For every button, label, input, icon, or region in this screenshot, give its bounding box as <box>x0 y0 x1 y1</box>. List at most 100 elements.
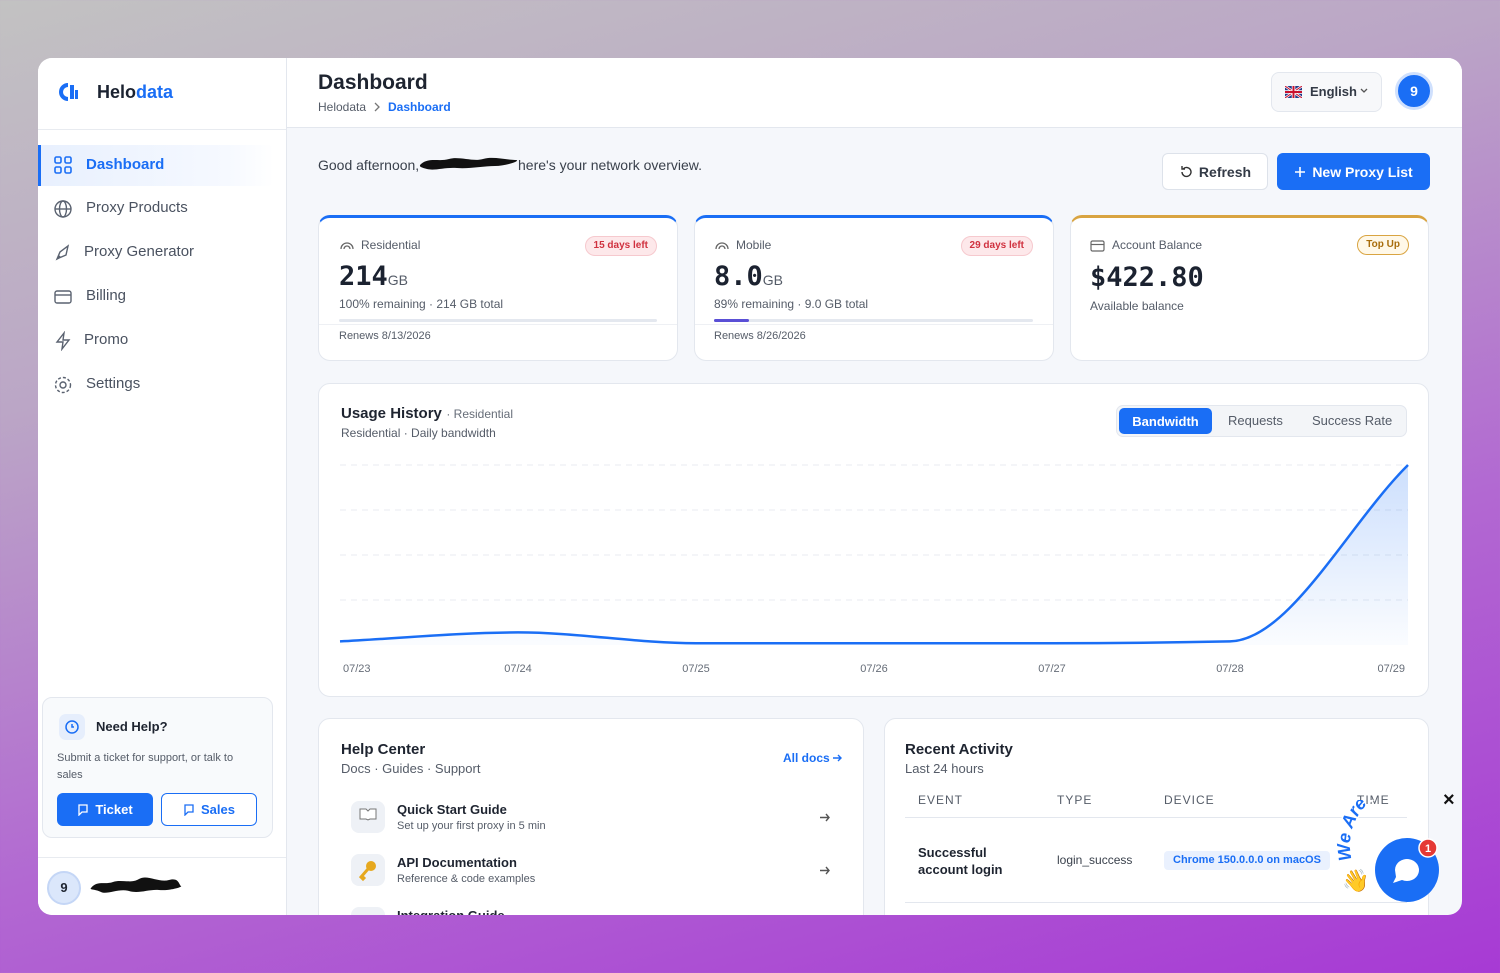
brand: Helodata <box>97 82 174 102</box>
chevron <box>374 102 380 112</box>
doc-icon <box>351 907 385 915</box>
chat-close[interactable]: × <box>1443 789 1455 811</box>
chart-tag: · Residential <box>446 407 514 421</box>
section-subtitle: Last 24 hours <box>905 761 984 776</box>
page-title: Dashboard <box>318 71 428 94</box>
help-center-card <box>318 718 864 915</box>
wave-emoji: 👋 <box>1342 868 1369 894</box>
recent-activity-card <box>884 718 1429 915</box>
column-header: EVENT <box>918 793 964 807</box>
nav-item[interactable]: Settings <box>86 375 141 392</box>
chart-title: Usage History <box>341 405 442 422</box>
card-renews: Renews 8/26/2026 <box>714 330 806 342</box>
arrow <box>820 866 830 875</box>
card-label: Mobile <box>736 238 772 252</box>
grid <box>340 464 1408 601</box>
doc-title[interactable]: API Documentation <box>397 855 517 870</box>
icon <box>54 376 72 394</box>
card-detail: 89% remaining · 9.0 GB total <box>714 297 869 311</box>
greeting: Good afternoon, <box>318 157 420 173</box>
arrow <box>820 813 830 822</box>
card-renews: Renews 8/13/2026 <box>339 330 431 342</box>
icon <box>55 331 71 351</box>
logo-icon <box>59 83 78 101</box>
ticket-button[interactable]: Ticket <box>57 793 153 826</box>
icon <box>1090 240 1105 252</box>
x-tick-label: 07/27 <box>1038 663 1066 675</box>
column-header: TIME <box>1357 793 1390 807</box>
chat-badge: 1 <box>1425 843 1431 855</box>
nav-item[interactable]: Promo <box>84 331 129 348</box>
progress-track <box>339 319 657 322</box>
area <box>340 465 1408 645</box>
redacted-name <box>419 157 518 170</box>
card-badge: 29 days left <box>960 236 1033 256</box>
icon <box>55 244 70 261</box>
doc-icon <box>351 801 385 833</box>
card-label: Residential <box>361 238 421 252</box>
sales-button[interactable]: Sales <box>161 793 257 826</box>
new-proxy-list-button[interactable]: New Proxy List <box>1277 153 1430 190</box>
x-tick-label: 07/25 <box>682 663 710 675</box>
section-subtitle: Docs · Guides · Support <box>341 761 481 776</box>
breadcrumb[interactable]: Helodata <box>318 100 367 114</box>
card-label: Account Balance <box>1112 238 1203 252</box>
redacted-name <box>90 877 182 893</box>
doc-title[interactable]: Quick Start Guide <box>397 802 507 817</box>
caret <box>1360 88 1368 93</box>
card-amount: 214GB <box>339 261 409 292</box>
card-amount: 8.0GB <box>714 261 784 292</box>
section-title: Help Center <box>341 741 426 758</box>
icon <box>59 714 85 740</box>
type-cell: login_success <box>1057 853 1133 867</box>
help-text: Submit a ticket for support, or talk to … <box>57 752 234 781</box>
nav-item[interactable]: Dashboard <box>86 156 165 173</box>
card-detail: 100% remaining · 214 GB total <box>339 297 504 311</box>
column-header: TYPE <box>1057 793 1093 807</box>
card-amount: $422.80 <box>1090 262 1204 293</box>
chart-heading: Usage History · Residential <box>341 405 513 423</box>
progress-bar <box>714 319 750 322</box>
header-avatar[interactable]: 9 <box>1395 72 1433 110</box>
breadcrumb: Dashboard <box>388 100 451 114</box>
event-cell: Successful account login <box>918 845 1003 877</box>
tab-active[interactable]: Bandwidth <box>1119 408 1212 434</box>
user-avatar[interactable]: 9 <box>47 871 81 905</box>
progress-track <box>714 319 1033 322</box>
chart-subtitle: Residential · Daily bandwidth <box>341 426 496 440</box>
nav-item[interactable]: Proxy Products <box>86 199 188 216</box>
section-title: Recent Activity <box>905 741 1013 758</box>
icon <box>54 200 72 218</box>
refresh-button[interactable]: Refresh <box>1162 153 1268 190</box>
balance-card <box>1070 215 1429 361</box>
language: English <box>1310 84 1357 99</box>
x-tick-label: 07/29 <box>1377 663 1405 675</box>
card-detail: Available balance <box>1090 299 1184 313</box>
icon <box>340 242 354 250</box>
column-header: DEVICE <box>1164 793 1215 807</box>
doc-icon <box>351 854 385 886</box>
top-bar <box>287 58 1462 128</box>
x-tick-label: 07/28 <box>1216 663 1244 675</box>
nav-item[interactable]: Proxy Generator <box>84 243 195 260</box>
top-up-button[interactable]: Top Up <box>1357 235 1409 255</box>
x-tick-label: 07/26 <box>860 663 888 675</box>
icon <box>715 242 729 250</box>
nav-active-bg[interactable] <box>38 145 274 186</box>
doc-desc: Set up your first proxy in 5 min <box>397 820 546 832</box>
chat-widget[interactable]: We Are Here! 👋 1 <box>1330 800 1470 910</box>
line <box>339 464 1409 645</box>
x-tick-label: 07/23 <box>343 663 371 675</box>
doc-title[interactable]: Integration Guide <box>397 908 505 923</box>
all-docs-link[interactable]: All docs <box>783 751 843 765</box>
greeting: here's your network overview. <box>518 157 702 173</box>
tab[interactable]: Requests <box>1228 413 1283 428</box>
card-badge: 15 days left <box>584 236 657 256</box>
flag <box>1285 86 1302 98</box>
tab[interactable]: Success Rate <box>1312 413 1393 428</box>
nav-item[interactable]: Billing <box>86 287 127 304</box>
x-tick-label: 07/24 <box>504 663 532 675</box>
